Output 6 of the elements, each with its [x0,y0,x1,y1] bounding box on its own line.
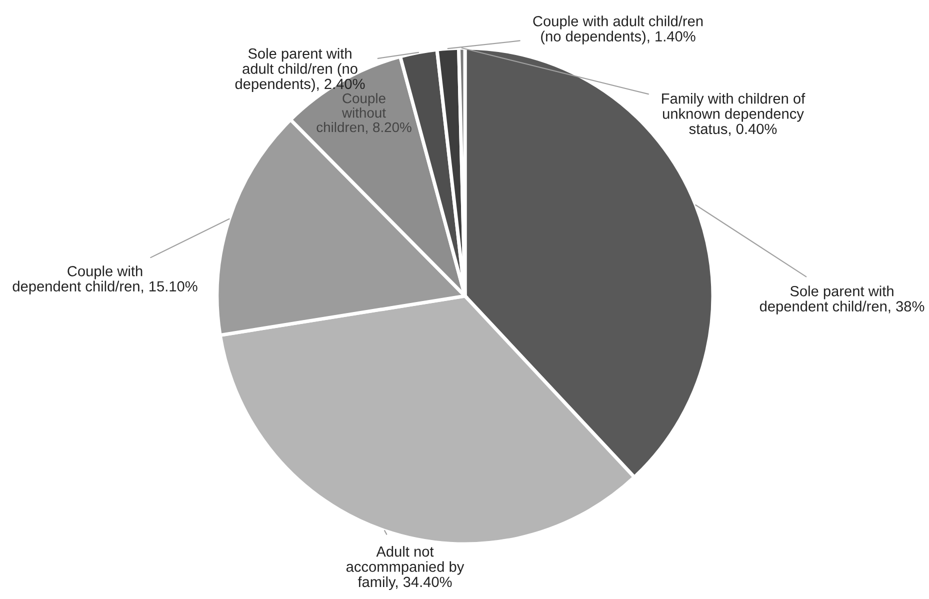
slice-label: Family with children of unknown dependency status, 0.40% [662,93,806,136]
slice-label: Couple without children, 8.20% [316,93,412,134]
slice-label: Adult not accommpanied by family, 34.40% [346,546,464,590]
slice-label: Couple with dependent child/ren, 15.10% [12,266,198,294]
slice-label: Couple with adult child/ren (no dependents), 1.40% [533,16,703,44]
slice-label: Sole parent with dependent child/ren, 38% [760,286,924,314]
